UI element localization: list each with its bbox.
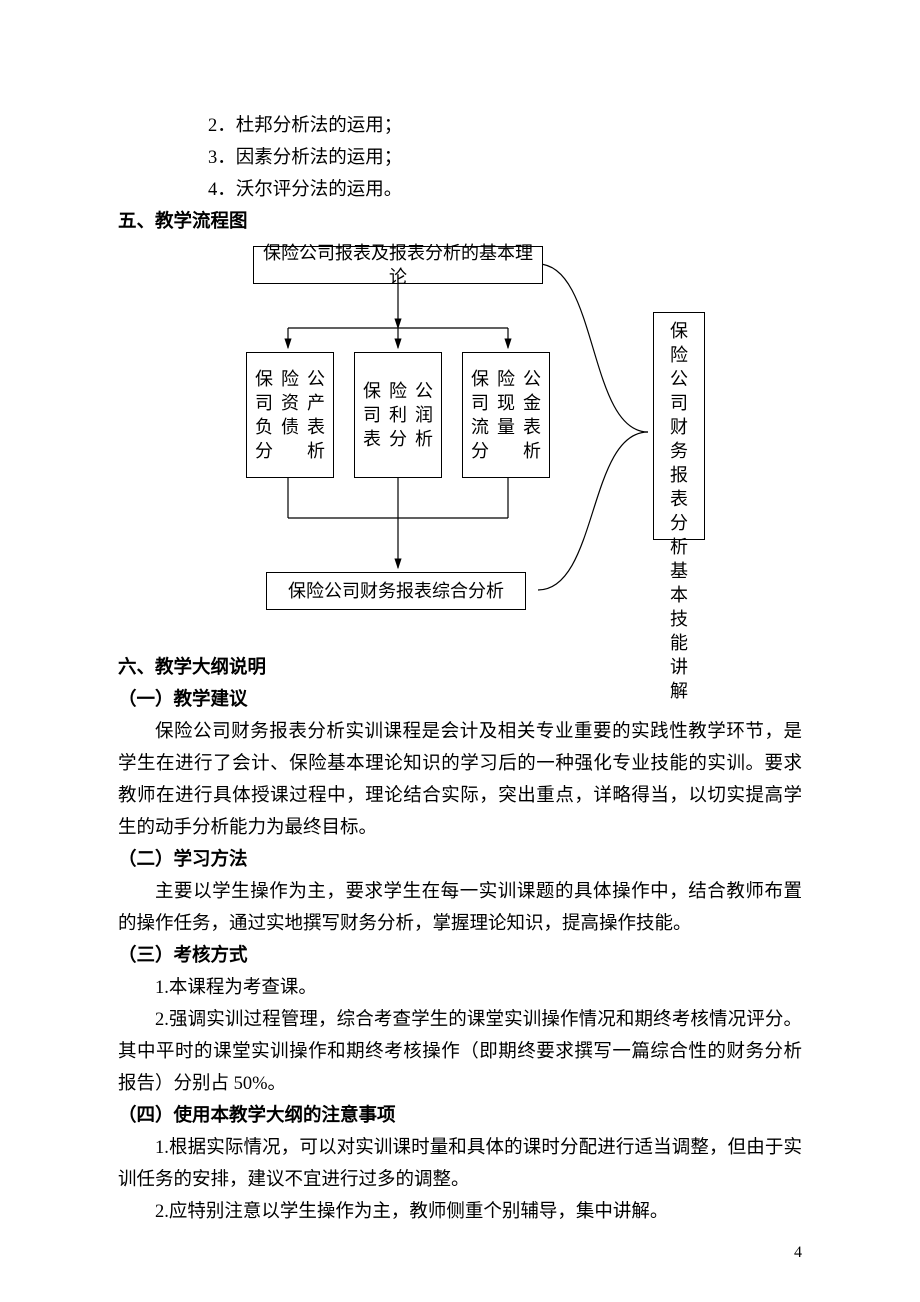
list-item-4: 4．沃尔评分法的运用。 bbox=[118, 174, 802, 206]
section-6-heading: 六、教学大纲说明 bbox=[118, 652, 802, 684]
sub4-item1: 1.根据实际情况，可以对实训课时量和具体的课时分配进行适当调整，但由于实训任务的… bbox=[118, 1132, 802, 1196]
sub4-heading: （四）使用本教学大纲的注意事项 bbox=[118, 1100, 802, 1132]
sub3-item2: 2.强调实训过程管理，综合考查学生的课堂实训操作情况和期终考核情况评分。其中平时… bbox=[118, 1004, 802, 1100]
teaching-flowchart: 保险公司报表及报表分析的基本理论 保 险 公司 资 产负 债 表分析 保险公司利… bbox=[118, 242, 802, 622]
sub1-heading: （一）教学建议 bbox=[118, 684, 802, 716]
flow-node-box3-label: 保险公司现金流量表分析 bbox=[471, 367, 541, 463]
flow-node-bottom: 保险公司财务报表综合分析 bbox=[266, 572, 526, 610]
flow-node-top-label: 保险公司报表及报表分析的基本理论 bbox=[262, 241, 534, 289]
section-5-heading: 五、教学流程图 bbox=[118, 206, 802, 238]
sub3-heading: （三）考核方式 bbox=[118, 940, 802, 972]
sub3-item1: 1.本课程为考查课。 bbox=[118, 972, 802, 1004]
flow-node-box3: 保险公司现金流量表分析 bbox=[462, 352, 550, 478]
sub2-paragraph: 主要以学生操作为主，要求学生在每一实训课题的具体操作中，结合教师布置的操作任务，… bbox=[118, 876, 802, 940]
flow-node-side-label: 保险公司财务报表分析基本技能讲解 bbox=[670, 321, 688, 701]
flow-node-side: 保险公司财务报表分析基本技能讲解 bbox=[653, 312, 705, 540]
flow-node-box1-label: 保 险 公司 资 产负 债 表分析 bbox=[255, 367, 325, 463]
sub2-heading: （二）学习方法 bbox=[118, 844, 802, 876]
flow-node-top: 保险公司报表及报表分析的基本理论 bbox=[253, 246, 543, 284]
sub1-paragraph: 保险公司财务报表分析实训课程是会计及相关专业重要的实践性教学环节，是学生在进行了… bbox=[118, 716, 802, 844]
flow-node-box2-label: 保险公司利润表分析 bbox=[363, 379, 433, 451]
page-number: 4 bbox=[794, 1244, 802, 1262]
flow-node-box2: 保险公司利润表分析 bbox=[354, 352, 442, 478]
flow-node-box1: 保 险 公司 资 产负 债 表分析 bbox=[246, 352, 334, 478]
flow-node-bottom-label: 保险公司财务报表综合分析 bbox=[288, 579, 504, 603]
list-item-2: 2．杜邦分析法的运用； bbox=[118, 110, 802, 142]
list-item-3: 3．因素分析法的运用； bbox=[118, 142, 802, 174]
sub4-item2: 2.应特别注意以学生操作为主，教师侧重个别辅导，集中讲解。 bbox=[118, 1196, 802, 1228]
document-page: 2．杜邦分析法的运用； 3．因素分析法的运用； 4．沃尔评分法的运用。 五、教学… bbox=[0, 0, 920, 1302]
